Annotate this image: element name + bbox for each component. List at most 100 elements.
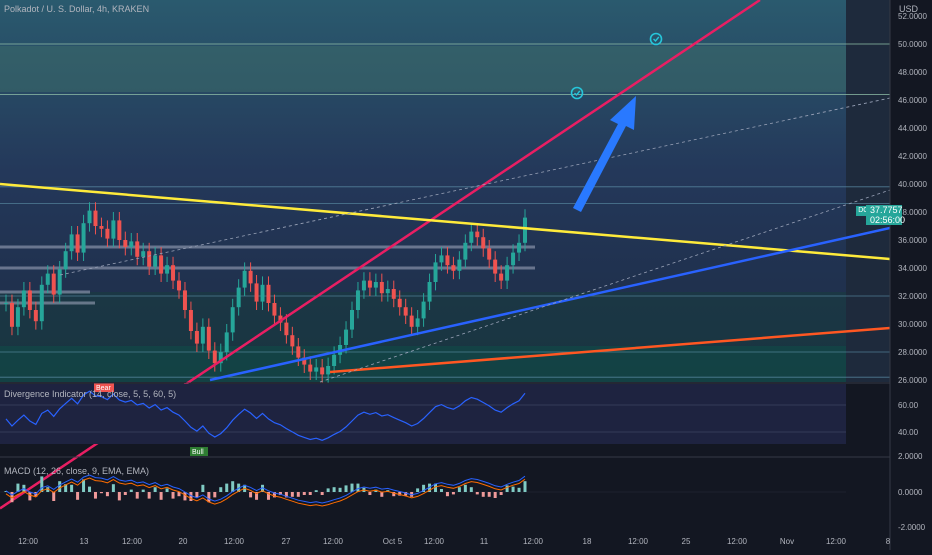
candle-body	[63, 251, 68, 270]
macd-histogram-bar	[368, 492, 372, 495]
candle-body	[272, 303, 277, 316]
candle-body	[45, 273, 50, 285]
macd-histogram-bar	[439, 489, 443, 492]
divergence-axis-label: 40.00	[898, 428, 919, 437]
candle-body	[344, 329, 349, 345]
price-axis-label: 46.0000	[898, 96, 927, 105]
candle-body	[4, 303, 8, 304]
candle-body	[505, 265, 510, 281]
candle-body	[367, 280, 372, 288]
macd-histogram-bar	[88, 486, 92, 492]
time-axis-label: 20	[179, 537, 188, 546]
macd-histogram-bar	[82, 479, 86, 492]
time-axis-label: 12:00	[424, 537, 445, 546]
time-axis-label: 12:00	[18, 537, 39, 546]
ascending-support-line	[209, 226, 891, 382]
macd-histogram-bar	[332, 487, 336, 492]
macd-histogram-bar	[278, 492, 282, 495]
time-axis-label: 12:00	[224, 537, 245, 546]
macd-histogram-bar	[344, 485, 348, 492]
candle-body	[87, 210, 92, 224]
candle-body	[81, 223, 86, 253]
candle-body	[206, 326, 211, 351]
candle-body	[415, 318, 420, 327]
time-axis-label: 25	[682, 537, 691, 546]
candle-body	[266, 284, 271, 303]
candle-body	[481, 237, 486, 249]
candle-body	[177, 280, 181, 291]
macd-histogram-bar	[183, 492, 187, 501]
price-axis-label: 30.0000	[898, 320, 927, 329]
candle-body	[117, 220, 122, 240]
candle-body	[373, 282, 378, 288]
macd-histogram-bar	[511, 486, 515, 492]
time-axis-label: 12:00	[628, 537, 649, 546]
target-check-icon	[649, 32, 663, 46]
candle-body	[439, 255, 444, 263]
time-axis-label: 8	[886, 537, 891, 546]
macd-histogram-bar	[392, 492, 396, 497]
currency-label: USD	[898, 4, 918, 14]
divergence-line	[5, 390, 526, 441]
macd-histogram-bar	[249, 492, 253, 498]
macd-histogram-bar	[290, 492, 294, 497]
candle-body	[9, 303, 14, 327]
candle-body	[427, 282, 432, 302]
candle-body	[111, 220, 116, 239]
candle-body	[147, 251, 152, 267]
time-axis-label: 27	[282, 537, 291, 546]
macd-indicator-label[interactable]: MACD (12, 26, close, 9, EMA, EMA)	[4, 466, 150, 476]
candle-body	[302, 357, 307, 365]
candle-body	[397, 298, 402, 308]
candle-body	[218, 352, 223, 364]
time-axis-label: 11	[480, 537, 489, 546]
macd-axis-label: 2.0000	[898, 452, 923, 461]
macd-histogram-bar	[380, 492, 384, 497]
price-axis-label: 40.0000	[898, 180, 927, 189]
candle-body	[332, 354, 337, 366]
macd-histogram-bar	[213, 492, 217, 498]
price-axis-label: 38.0000	[898, 208, 927, 217]
candle-body	[499, 273, 504, 281]
candle-body	[248, 270, 253, 284]
bull-tag-box	[190, 447, 208, 456]
macd-histogram-bar	[356, 483, 360, 492]
macd-histogram-bar	[505, 485, 509, 492]
candle-body	[33, 310, 38, 322]
price-axis-label: 42.0000	[898, 152, 927, 161]
macd-histogram-bar	[189, 492, 193, 501]
macd-histogram-bar	[404, 492, 408, 496]
target-check-mark	[653, 36, 660, 43]
macd-histogram-bar	[326, 488, 330, 492]
candle-body	[15, 307, 20, 327]
price-axis-label: 36.0000	[898, 236, 927, 245]
candle-body	[171, 265, 176, 281]
candle-body	[523, 217, 527, 243]
candle-body	[105, 228, 110, 239]
macd-histogram-bar	[350, 483, 354, 492]
macd-histogram-bar	[445, 492, 449, 497]
macd-histogram-bar	[129, 489, 133, 492]
macd-histogram-bar	[416, 488, 420, 492]
macd-histogram-bar	[70, 484, 74, 492]
macd-histogram-bar	[428, 483, 432, 492]
candle-body	[21, 290, 26, 308]
divergence-indicator-label[interactable]: Divergence Indicator (14, close, 5, 5, 6…	[4, 389, 177, 399]
candle-body	[254, 283, 259, 302]
time-axis-label: 12:00	[523, 537, 544, 546]
time-axis-label: 12:00	[323, 537, 344, 546]
future-zone-background	[846, 0, 890, 382]
countdown-value: 02:56:00	[870, 215, 906, 225]
macd-histogram-bar	[255, 492, 259, 500]
time-axis-label: 5	[398, 537, 403, 546]
macd-histogram-bar	[201, 484, 205, 492]
macd-axis-label: 0.0000	[898, 488, 923, 497]
candle-body	[75, 234, 80, 253]
macd-histogram-bar	[338, 487, 342, 492]
bear-tag-label: Bear	[96, 385, 111, 392]
candle-body	[493, 259, 498, 274]
macd-histogram-bar	[76, 492, 80, 500]
candle-body	[188, 310, 193, 331]
